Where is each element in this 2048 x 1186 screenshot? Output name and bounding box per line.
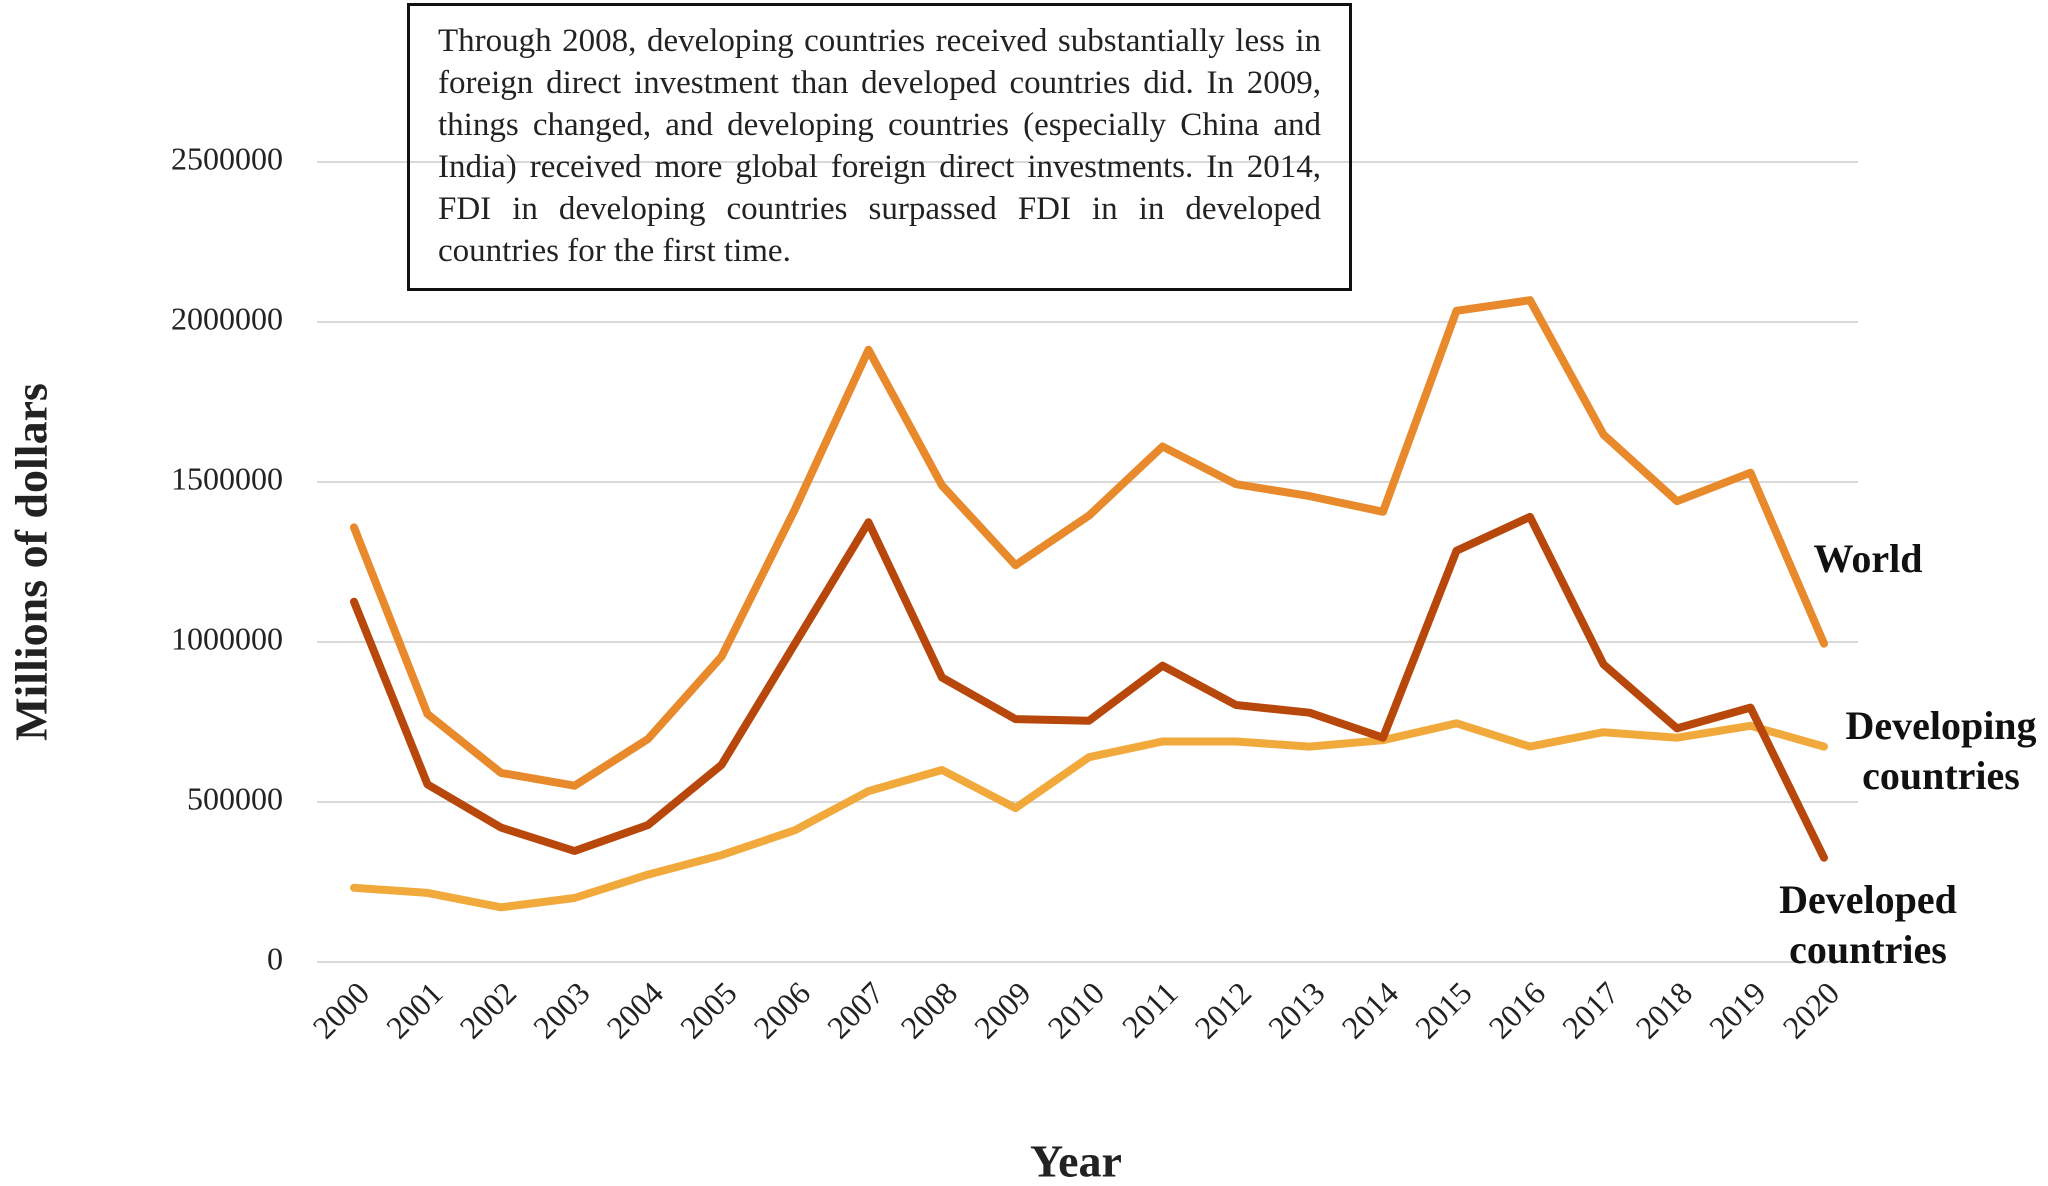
x-axis-title: Year xyxy=(1030,1136,1122,1186)
x-tick-label: 2004 xyxy=(599,975,670,1046)
x-tick-label: 2008 xyxy=(893,975,964,1046)
x-tick-label: 2019 xyxy=(1702,975,1773,1046)
y-tick-label: 0 xyxy=(267,940,283,976)
series-line xyxy=(350,512,1828,862)
x-tick-label: 2014 xyxy=(1334,975,1405,1046)
x-tick-label: 2011 xyxy=(1115,975,1185,1045)
x-tick-label: 2013 xyxy=(1261,975,1332,1046)
y-tick-label: 1000000 xyxy=(171,620,283,656)
y-tick-label: 500000 xyxy=(187,780,283,816)
x-tick-label: 2009 xyxy=(967,975,1038,1046)
y-tick-label: 1500000 xyxy=(171,460,283,496)
x-tick-label: 2002 xyxy=(452,975,523,1046)
y-axis-title: Millions of dollars xyxy=(6,383,57,741)
series-label: World xyxy=(1813,536,1923,581)
annotation: Through 2008, developing countries recei… xyxy=(407,3,1352,291)
x-tick-label: 2000 xyxy=(305,975,376,1046)
x-tick-label: 2003 xyxy=(526,975,597,1046)
x-tick-label: 2018 xyxy=(1628,975,1699,1046)
x-tick-label: 2017 xyxy=(1555,975,1626,1046)
x-tick-label: 2010 xyxy=(1040,975,1111,1046)
x-tick-label: 2016 xyxy=(1481,975,1552,1046)
y-tick-label: 2500000 xyxy=(171,140,283,176)
x-tick-label: 2001 xyxy=(379,975,450,1046)
x-tick-label: 2015 xyxy=(1408,975,1479,1046)
x-tick-label: 2012 xyxy=(1187,975,1258,1046)
x-tick-label: 2007 xyxy=(820,975,891,1046)
series-label: Developed countries xyxy=(1779,877,1957,972)
x-tick-label: 2020 xyxy=(1775,975,1846,1046)
series-line xyxy=(350,296,1828,790)
y-tick-label: 2000000 xyxy=(171,300,283,336)
x-tick-label: 2006 xyxy=(746,975,817,1046)
series-line xyxy=(350,719,1828,912)
x-tick-label: 2005 xyxy=(673,975,744,1046)
series-label: Developing countries xyxy=(1845,703,2037,798)
